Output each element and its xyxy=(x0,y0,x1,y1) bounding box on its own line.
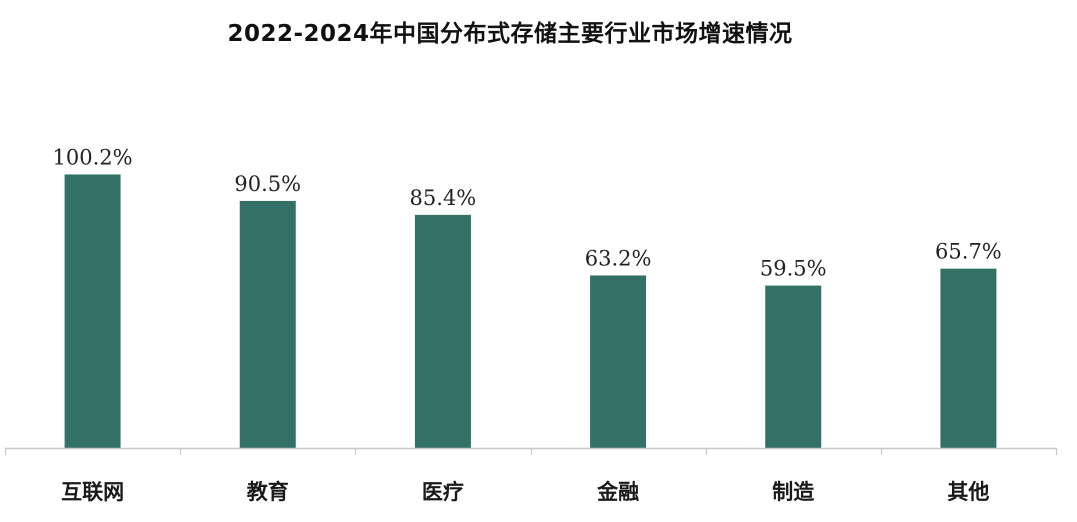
x-tick-label: 互联网 xyxy=(61,480,124,504)
bar xyxy=(765,285,822,448)
labels-layer: 100.2% 互联网 90.5% 教育 85.4% 医疗 63.2% 金融 59.5% 制造 65.… xyxy=(53,145,1002,504)
chart-title: 2022-2024年中国分布式存储主要行业市场增速情况 xyxy=(227,21,793,47)
data-label: 59.5% xyxy=(760,257,827,281)
x-tick-label: 教育 xyxy=(247,480,289,504)
bar xyxy=(940,268,997,448)
x-tick-label: 其他 xyxy=(947,480,989,504)
data-label: 63.2% xyxy=(585,246,652,270)
bar xyxy=(239,200,296,448)
data-label: 100.2% xyxy=(53,145,133,169)
data-label: 65.7% xyxy=(935,240,1002,264)
x-axis xyxy=(4,447,1058,455)
bar xyxy=(590,275,647,448)
bar xyxy=(64,174,121,449)
x-tick-label: 医疗 xyxy=(422,480,464,504)
x-tick-label: 金融 xyxy=(596,480,639,504)
x-tick-label: 制造 xyxy=(772,480,815,504)
data-label: 90.5% xyxy=(234,172,301,196)
bars-layer xyxy=(64,174,997,449)
data-label: 85.4% xyxy=(410,186,477,210)
bar xyxy=(414,214,471,448)
